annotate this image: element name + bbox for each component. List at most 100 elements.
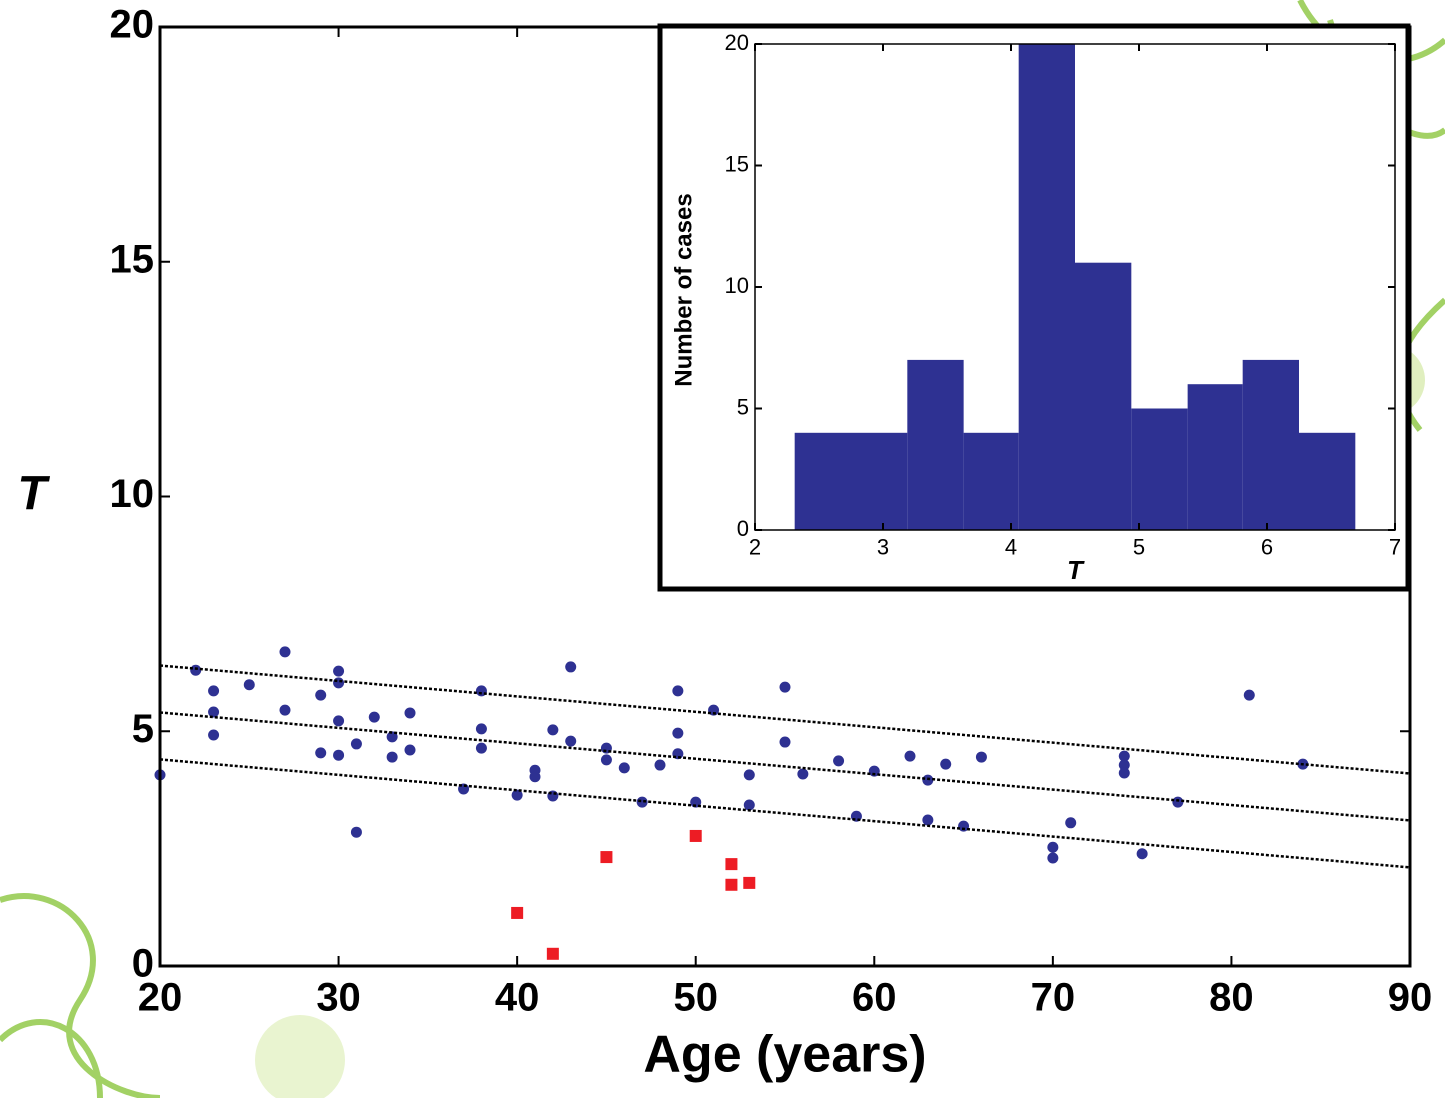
x-tick-label: 3 bbox=[877, 535, 889, 560]
y-axis-label: T bbox=[17, 468, 50, 521]
point bbox=[546, 947, 559, 960]
point bbox=[208, 729, 220, 741]
x-tick-label: 4 bbox=[1005, 535, 1017, 560]
y-axis-label: Number of cases bbox=[670, 193, 697, 386]
point bbox=[689, 829, 702, 842]
y-tick-label: 20 bbox=[110, 3, 155, 47]
x-tick-label: 2 bbox=[749, 535, 761, 560]
x-tick-label: 80 bbox=[1209, 976, 1254, 1020]
point bbox=[333, 677, 345, 689]
point bbox=[1047, 841, 1059, 853]
point bbox=[208, 706, 220, 718]
x-tick-label: 60 bbox=[852, 976, 897, 1020]
bar bbox=[1187, 384, 1243, 530]
y-tick-label: 5 bbox=[737, 394, 749, 419]
point bbox=[279, 646, 291, 658]
point bbox=[404, 707, 416, 719]
point bbox=[511, 789, 523, 801]
point bbox=[475, 742, 487, 754]
fit-line bbox=[159, 758, 1411, 869]
point bbox=[1118, 767, 1130, 779]
y-tick-label: 10 bbox=[110, 472, 155, 516]
point bbox=[333, 749, 345, 761]
x-tick-label: 5 bbox=[1133, 535, 1145, 560]
x-tick-label: 6 bbox=[1261, 535, 1273, 560]
point bbox=[904, 750, 916, 762]
y-tick-label: 20 bbox=[725, 30, 749, 55]
vine bbox=[0, 1019, 103, 1098]
point bbox=[618, 762, 630, 774]
point bbox=[833, 755, 845, 767]
point bbox=[208, 685, 220, 697]
point bbox=[1047, 852, 1059, 864]
point bbox=[797, 768, 809, 780]
bar bbox=[1018, 44, 1075, 530]
x-tick-label: 70 bbox=[1031, 976, 1076, 1020]
point bbox=[600, 754, 612, 766]
x-tick-label: 40 bbox=[495, 976, 540, 1020]
point bbox=[529, 771, 541, 783]
x-tick-label: 90 bbox=[1388, 976, 1433, 1020]
point bbox=[600, 851, 613, 864]
point bbox=[350, 826, 362, 838]
point bbox=[350, 738, 362, 750]
y-tick-label: 0 bbox=[132, 942, 154, 986]
point bbox=[565, 735, 577, 747]
point bbox=[368, 711, 380, 723]
bar bbox=[794, 432, 851, 530]
point bbox=[975, 751, 987, 763]
point bbox=[475, 723, 487, 735]
flower bbox=[255, 1015, 345, 1098]
point bbox=[279, 704, 291, 716]
point bbox=[725, 878, 738, 891]
x-tick-label: 50 bbox=[673, 976, 718, 1020]
point bbox=[725, 858, 738, 871]
point bbox=[743, 876, 756, 889]
point bbox=[333, 665, 345, 677]
x-axis-label: Age (years) bbox=[643, 1026, 926, 1084]
point bbox=[1118, 759, 1130, 771]
point bbox=[315, 747, 327, 759]
point bbox=[1172, 796, 1184, 808]
point bbox=[565, 661, 577, 673]
point bbox=[511, 906, 524, 919]
point bbox=[190, 664, 202, 676]
point bbox=[743, 799, 755, 811]
y-tick-label: 10 bbox=[725, 273, 749, 298]
fit-line bbox=[159, 711, 1411, 822]
x-tick-label: 30 bbox=[316, 976, 361, 1020]
point bbox=[1118, 750, 1130, 762]
bar bbox=[1299, 432, 1356, 530]
point bbox=[547, 724, 559, 736]
bar bbox=[907, 359, 964, 530]
bar bbox=[1131, 408, 1188, 530]
point bbox=[315, 689, 327, 701]
bar bbox=[1242, 359, 1299, 530]
bar bbox=[851, 432, 908, 530]
bar bbox=[963, 432, 1019, 530]
y-tick-label: 0 bbox=[737, 516, 749, 541]
bar bbox=[1075, 262, 1132, 530]
point bbox=[1065, 817, 1077, 829]
point bbox=[958, 820, 970, 832]
point bbox=[779, 736, 791, 748]
x-axis-label: T bbox=[1067, 555, 1085, 585]
vine bbox=[0, 893, 161, 1098]
point bbox=[868, 765, 880, 777]
y-tick-label: 15 bbox=[725, 151, 749, 176]
y-tick-label: 15 bbox=[110, 237, 155, 281]
point bbox=[672, 685, 684, 697]
point bbox=[654, 759, 666, 771]
fit-line bbox=[159, 664, 1411, 775]
point bbox=[940, 758, 952, 770]
point bbox=[243, 679, 255, 691]
point bbox=[386, 731, 398, 743]
point bbox=[1136, 848, 1148, 860]
x-tick-label: 20 bbox=[138, 976, 183, 1020]
point bbox=[672, 727, 684, 739]
point bbox=[779, 681, 791, 693]
point bbox=[386, 751, 398, 763]
point bbox=[922, 814, 934, 826]
